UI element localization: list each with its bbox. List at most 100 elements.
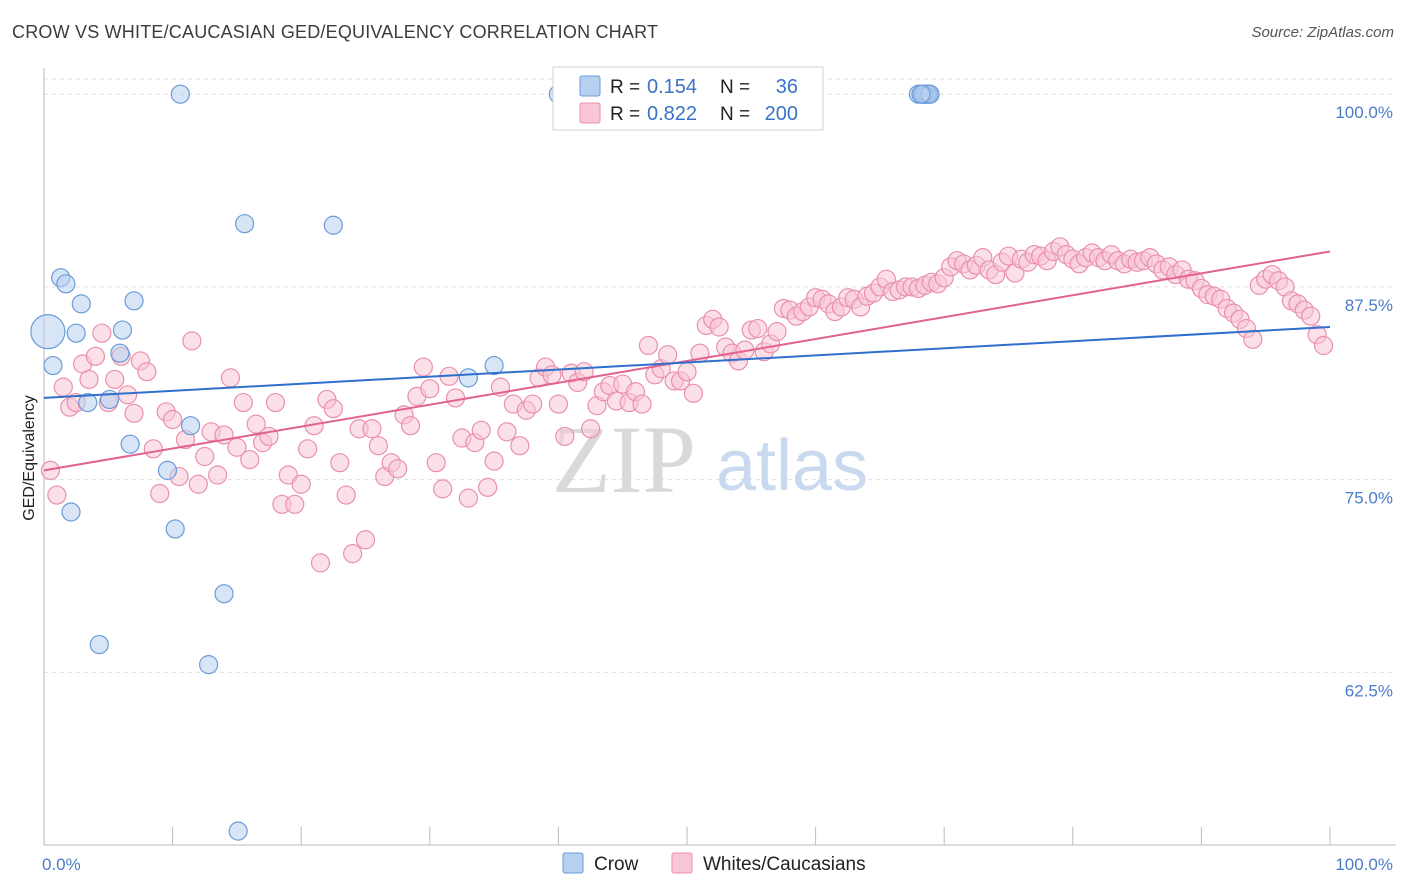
white-point [458,488,478,508]
crow-point [124,291,144,311]
white-point [220,368,241,388]
legend-white-r-value: 0.822 [647,103,697,125]
white-point [497,422,517,442]
white-point [580,419,601,439]
white-point [677,362,697,382]
white-point [555,426,575,447]
crow-point [110,343,130,363]
white-point [233,392,253,413]
legend-crow-n-value: 36 [776,76,798,98]
x-tick-label-max: 100.0% [1335,855,1393,874]
legend-crow-r-value: 0.154 [647,76,697,98]
legend-bottom-white-label: Whites/Caucasians [703,854,866,875]
white-point [368,436,388,456]
y-tick-label: 62.5% [1345,681,1393,700]
white-point [355,530,376,550]
crow-point [71,294,91,314]
crow-point [61,502,81,522]
legend-bottom-crow-label: Crow [594,854,639,875]
white-point [510,436,530,456]
white-point [1313,335,1334,356]
y-tick-label: 87.5% [1345,296,1393,315]
white-point [188,474,208,494]
crow-point [458,368,478,388]
crow-points [30,84,940,841]
crow-point [228,821,248,841]
legend-white-r-label: R = [610,104,640,125]
crow-trend-line [43,326,1331,399]
watermark-zip: ZIP [552,406,696,513]
white-point [208,465,228,485]
white-point [240,449,260,470]
white-point [163,409,183,430]
x-axis-ticks [43,827,1331,845]
watermark: ZIP atlas [552,406,868,513]
y-tick-label: 75.0% [1345,489,1393,508]
y-tick-label: 100.0% [1335,103,1393,122]
white-point [195,446,215,467]
white-point [124,403,144,423]
y-axis-label: GED/Equivalency [21,395,38,520]
legend-white-n-value: 200 [765,103,798,125]
white-point [343,544,363,564]
legend-white-swatch [579,102,601,124]
white-point [310,553,331,573]
white-point [767,322,787,342]
whites-caucasians-points [40,237,1334,573]
white-point [298,439,318,459]
crow-point [112,320,133,340]
white-point [323,399,343,419]
white-point [362,419,382,439]
white-point [426,453,446,473]
white-point [638,335,659,356]
white-point [748,318,768,339]
crow-point [157,460,178,480]
white-point [420,379,440,399]
legend-crow-swatch [579,75,601,97]
white-point [143,439,163,459]
white-point [105,369,125,390]
source-credit: Source: ZipAtlas.com [1251,24,1394,41]
white-point [709,317,729,337]
white-point [433,479,453,499]
crow-point [235,214,255,234]
white-point [117,385,138,405]
white-point [400,416,421,436]
white-point [278,465,298,485]
crow-point [911,84,931,104]
white-point [150,483,170,504]
crow-point [165,519,185,539]
crow-point [170,84,190,104]
white-point [658,345,678,365]
watermark-atlas: atlas [716,426,868,506]
crow-point [89,634,109,655]
white-point [445,388,466,408]
white-point [478,477,498,497]
x-tick-label-min: 0.0% [42,855,81,874]
white-point [40,460,61,480]
white-point [137,362,157,382]
crow-point [323,215,343,235]
white-point [413,357,433,377]
white-point [1243,329,1263,349]
crow-point [120,434,140,454]
crow-point [214,584,234,604]
crow-point [30,314,66,350]
legend-crow-r-label: R = [610,77,640,98]
white-point [388,459,408,479]
legend-bottom-crow-swatch [562,852,584,874]
white-point [330,453,350,473]
white-point [542,365,562,385]
white-point [484,451,504,471]
white-point [632,394,652,414]
crow-point [199,655,219,675]
white-point [53,377,73,397]
white-point [92,323,112,343]
stats-legend: R = 0.154 N = 36 R = 0.822 N = 200 [552,66,824,131]
chart-title: CROW VS WHITE/CAUCASIAN GED/EQUIVALENCY … [12,22,659,42]
white-point [47,485,67,505]
white-point [471,420,491,440]
y-axis-tick-labels: 62.5% 75.0% 87.5% 100.0% [1335,103,1393,700]
white-point [291,474,311,494]
legend-white-n-label: N = [720,104,750,125]
